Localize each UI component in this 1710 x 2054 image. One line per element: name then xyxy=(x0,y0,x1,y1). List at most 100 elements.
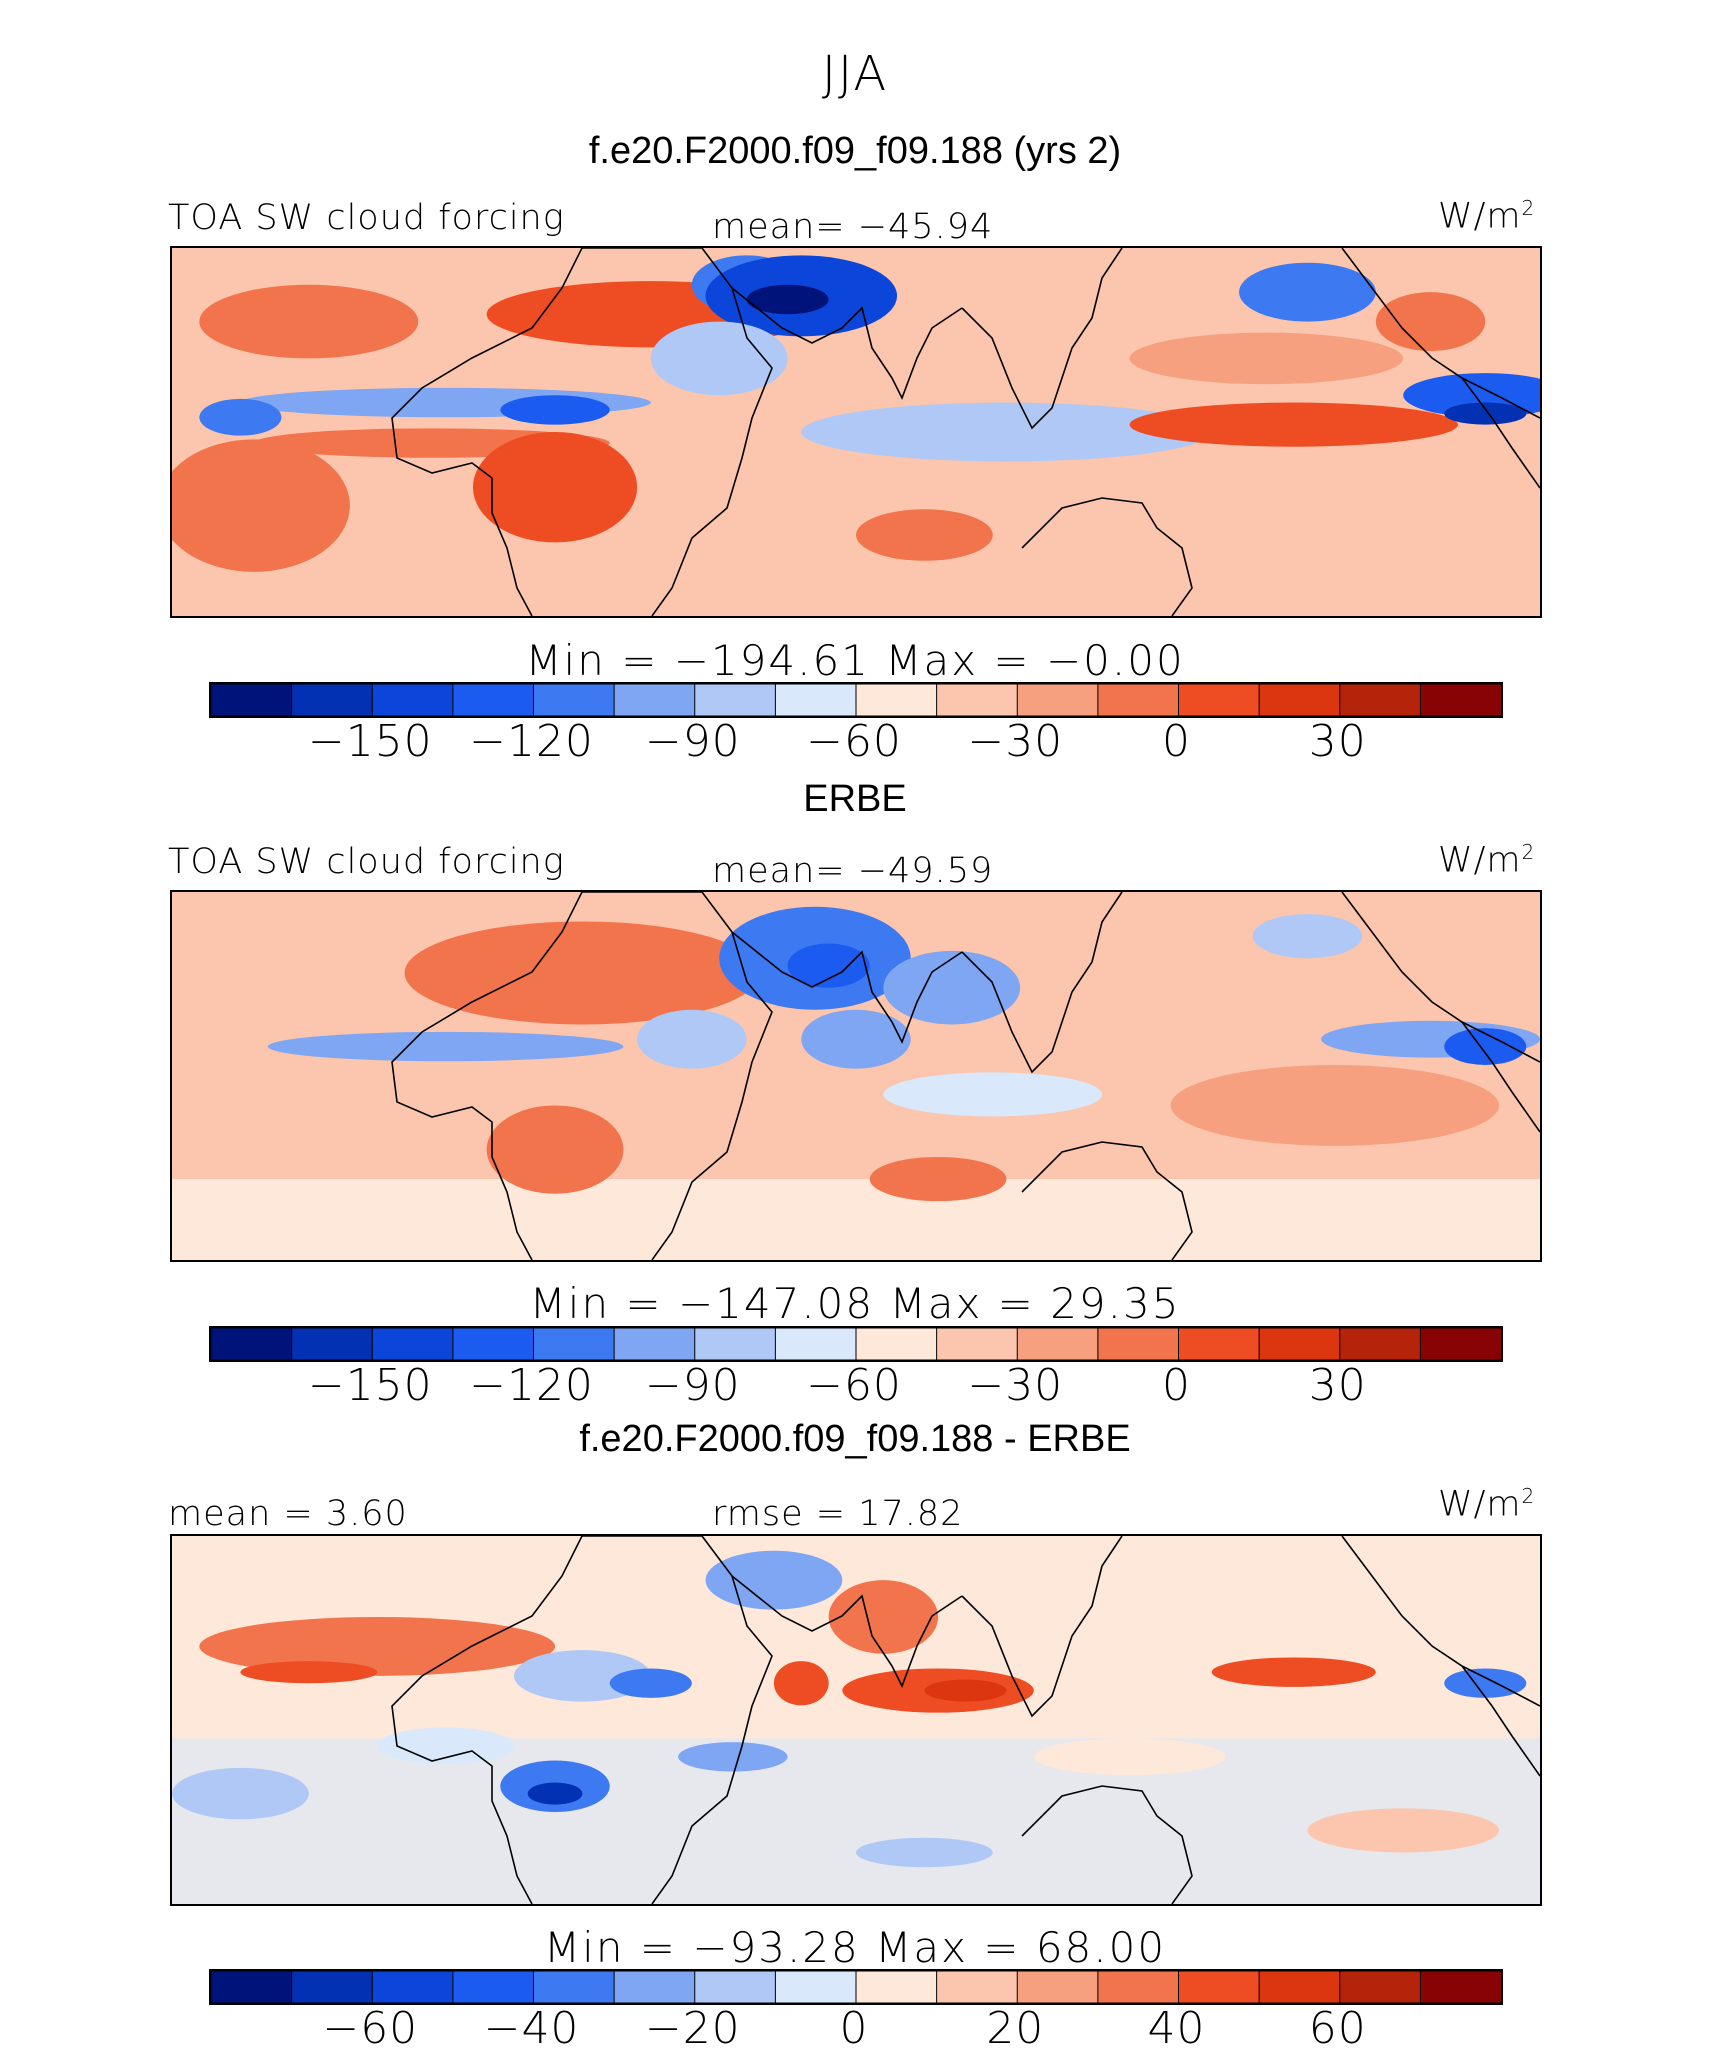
coastline xyxy=(961,1536,1123,1718)
diff-map xyxy=(170,1534,1542,1906)
colorbar-swatch xyxy=(613,1328,696,1360)
coastline xyxy=(1341,248,1540,489)
panel-1-units: W/m2 xyxy=(1438,196,1536,237)
coastline xyxy=(391,892,773,1260)
obs-panel-title: ERBE xyxy=(803,778,907,820)
contour-region xyxy=(1444,1668,1527,1698)
colorbar-swatch xyxy=(291,1328,374,1360)
colorbar-swatch xyxy=(1016,684,1099,716)
coastline xyxy=(731,931,963,1044)
contour-region xyxy=(199,284,419,359)
contour-region xyxy=(1170,1064,1499,1146)
colorbar-swatch xyxy=(1178,1328,1261,1360)
panel-1-colorbar-ticks: −150 −120 −90 −60 −30 0 30 xyxy=(0,716,1710,776)
colorbar-swatch xyxy=(1016,1328,1099,1360)
contour-region xyxy=(637,1009,747,1069)
colorbar-swatch xyxy=(452,684,535,716)
coastline xyxy=(731,1575,963,1688)
colorbar-swatch xyxy=(211,684,293,716)
colorbar-tick-label: −150 xyxy=(307,716,433,767)
contour-region xyxy=(856,509,993,561)
colorbar-tick-label: −120 xyxy=(469,1360,594,1411)
panel-2-units: W/m2 xyxy=(1438,840,1536,881)
colorbar-tick-label: −150 xyxy=(307,1360,433,1411)
contour-region xyxy=(1129,332,1404,385)
panel-3-minmax: Min = −93.28 Max = 68.00 xyxy=(543,1923,1167,1972)
colorbar-swatch xyxy=(1419,1328,1501,1360)
colorbar-tick-label: 30 xyxy=(1308,716,1367,767)
contour-region xyxy=(705,1550,843,1610)
colorbar-tick-label: −60 xyxy=(322,2003,419,2054)
contour-region xyxy=(869,1156,1007,1202)
contour-region xyxy=(172,1767,309,1820)
contour-region xyxy=(1074,936,1322,1018)
contour-region xyxy=(924,1679,1007,1702)
colorbar-swatch xyxy=(452,1971,535,2003)
model-panel-title: f.e20.F2000.f09_f09.188 (yrs 2) xyxy=(588,130,1122,172)
colorbar-swatch xyxy=(452,1328,535,1360)
coastline xyxy=(731,287,963,400)
contour-region xyxy=(1444,402,1527,425)
contour-region xyxy=(199,398,282,436)
contour-region xyxy=(801,402,1212,462)
panel-3-units: W/m2 xyxy=(1438,1484,1536,1525)
contour-region xyxy=(1252,914,1363,959)
contour-region xyxy=(172,439,350,572)
contour-region xyxy=(213,932,405,999)
coastline xyxy=(391,1536,773,1904)
panel-1-center-label: mean= −45.94 xyxy=(712,207,994,247)
colorbar-swatch xyxy=(1339,684,1422,716)
colorbar-swatch xyxy=(1178,1971,1261,2003)
colorbar-tick-label: 0 xyxy=(839,2003,869,2054)
colorbar-tick-label: −30 xyxy=(967,1360,1064,1411)
colorbar-tick-label: 30 xyxy=(1308,1360,1367,1411)
colorbar-swatch xyxy=(1339,1328,1422,1360)
panel-3-center-label: rmse = 17.82 xyxy=(712,1494,964,1534)
colorbar-swatch xyxy=(533,684,616,716)
colorbar-tick-label: −90 xyxy=(644,1360,741,1411)
colorbar-tick-label: −20 xyxy=(644,2003,741,2054)
colorbar-swatch xyxy=(855,1328,938,1360)
colorbar-swatch xyxy=(694,1971,777,2003)
panel-3-colorbar xyxy=(209,1969,1503,2005)
colorbar-tick-label: −90 xyxy=(644,716,741,767)
contour-region xyxy=(1033,1738,1226,1776)
colorbar-tick-label: 0 xyxy=(1162,1360,1191,1411)
colorbar-swatch xyxy=(291,1971,374,2003)
contour-region xyxy=(883,1072,1103,1117)
coastline xyxy=(1341,1536,1540,1777)
contour-region xyxy=(500,395,610,425)
colorbar-swatch xyxy=(533,1971,616,2003)
colorbar-swatch xyxy=(613,1971,696,2003)
panel-2-colorbar-ticks: −150 −120 −90 −60 −30 0 30 xyxy=(0,1360,1710,1420)
colorbar-tick-label: −120 xyxy=(469,716,594,767)
panel-2-minmax: Min = −147.08 Max = 29.35 xyxy=(529,1279,1181,1328)
colorbar-tick-label: 60 xyxy=(1308,2003,1367,2054)
contour-region xyxy=(199,1616,556,1676)
contour-region xyxy=(1239,262,1376,322)
contour-region xyxy=(1375,292,1486,352)
coastline xyxy=(391,248,773,616)
map-band xyxy=(172,1738,1540,1904)
colorbar-swatch xyxy=(1419,1971,1501,2003)
colorbar-swatch xyxy=(1097,1328,1180,1360)
panel-2-colorbar xyxy=(209,1326,1503,1362)
contour-region xyxy=(678,1742,788,1772)
contour-region xyxy=(472,432,638,543)
colorbar-swatch xyxy=(613,684,696,716)
colorbar-swatch xyxy=(291,684,374,716)
panel-1-colorbar xyxy=(209,682,1503,718)
colorbar-swatch xyxy=(1097,684,1180,716)
panel-2-left-label: TOA SW cloud forcing xyxy=(168,842,565,882)
contour-region xyxy=(856,1837,993,1868)
coastline xyxy=(1021,1785,1193,1904)
coastline xyxy=(961,892,1123,1074)
contour-region xyxy=(773,1661,829,1706)
colorbar-tick-label: −40 xyxy=(483,2003,580,2054)
contour-region xyxy=(377,1727,514,1765)
obs-map xyxy=(170,890,1542,1262)
contour-region xyxy=(527,1782,583,1805)
coastline xyxy=(1021,1141,1193,1260)
colorbar-swatch xyxy=(1258,684,1341,716)
colorbar-swatch xyxy=(371,1328,454,1360)
